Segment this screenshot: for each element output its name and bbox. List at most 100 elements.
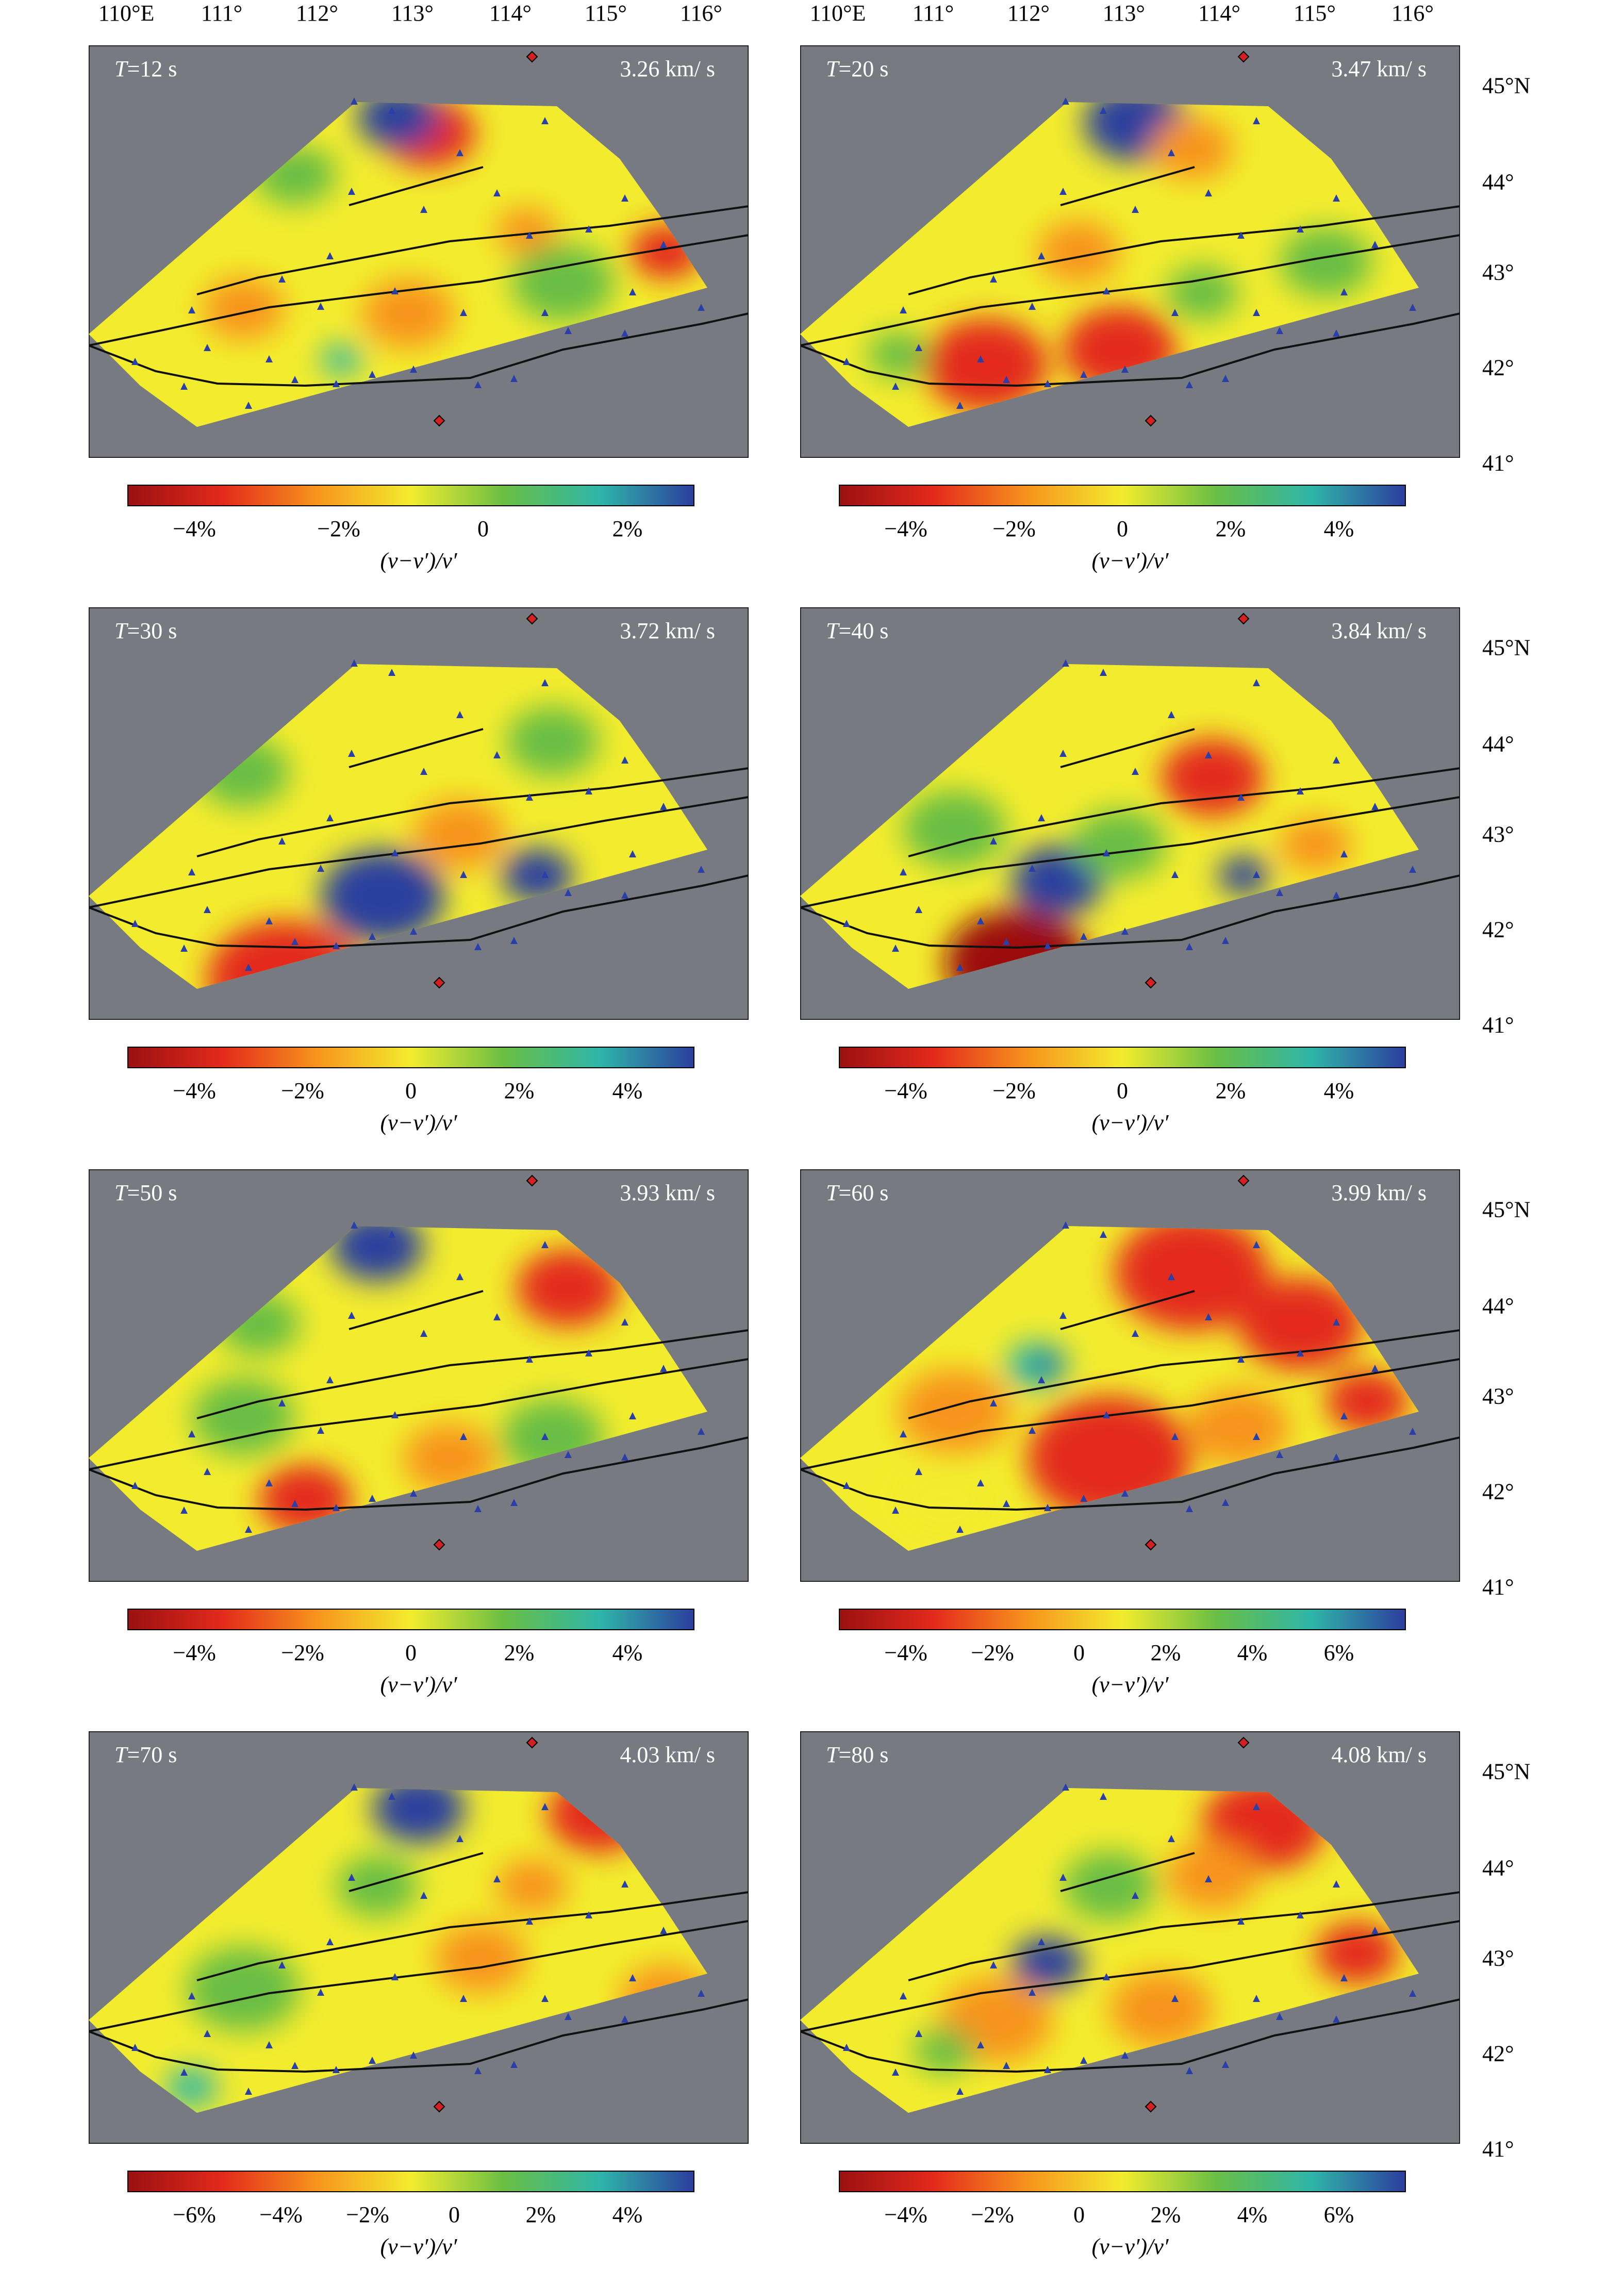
station-triangle-icon (565, 1451, 572, 1458)
map-panel-t70: T=70 s 4.03 km/ s (89, 1731, 749, 2144)
fault-line (196, 1891, 749, 1981)
colorbar-tick-label: 0 (477, 516, 489, 541)
station-triangle-icon (410, 2051, 417, 2059)
map-canvas (89, 1731, 749, 2144)
station-triangle-icon (333, 1504, 340, 1511)
station-triangle-icon (291, 938, 299, 945)
station-triangle-icon (420, 1892, 427, 1899)
station-triangle-icon (1003, 2062, 1010, 2069)
lat-label: 42° (1482, 917, 1514, 942)
lon-axis-right: 110°E 111° 112° 113° 114° 115° 116° (0, 0, 1624, 31)
diamond-marker-icon (1145, 977, 1157, 989)
anomaly-patch (321, 850, 444, 942)
station-triangle-icon (565, 327, 572, 334)
station-triangle-icon (1276, 2013, 1283, 2020)
colorbar-tick-label: 2% (612, 516, 643, 541)
reference-velocity-label: 4.08 km/ s (1331, 1742, 1427, 1767)
station-triangle-icon (1003, 938, 1010, 945)
diamond-marker-icon (1145, 2100, 1157, 2113)
station-triangle-icon (245, 2088, 252, 2095)
lon-label: 113° (391, 1, 434, 26)
station-triangle-icon (1253, 871, 1260, 878)
station-triangle-icon (977, 355, 984, 362)
anomaly-patch (898, 1369, 1012, 1454)
period-label: T=70 s (114, 1742, 177, 1768)
station-triangle-icon (892, 945, 899, 952)
station-triangle-icon (1044, 1504, 1051, 1511)
station-triangle-icon (660, 1927, 667, 1934)
station-triangle-icon (131, 358, 139, 365)
colorbar-tick-label: −4% (884, 1640, 927, 1665)
fault-line (800, 312, 1460, 387)
station-triangle-icon (1297, 787, 1304, 795)
colorbar-t20: −4% −2% 0 2% 4% (v−v′)/v′ (800, 485, 1460, 598)
station-triangle-icon (493, 1313, 501, 1320)
diamond-marker-icon (1145, 1538, 1157, 1551)
station-triangle-icon (510, 937, 518, 944)
station-triangle-icon (629, 1974, 636, 1981)
colorbar-t60: −4% −2% 0 2% 4% 6% (v−v′)/v′ (800, 1609, 1460, 1722)
station-triangle-icon (456, 1273, 463, 1280)
lat-label: 45°N (1482, 1197, 1531, 1222)
station-triangle-icon (1171, 309, 1179, 316)
station-triangle-icon (278, 837, 286, 845)
diamond-marker-icon (526, 1174, 538, 1187)
station-triangle-icon (348, 750, 355, 757)
diamond-marker-icon (1145, 415, 1157, 427)
anomaly-patch (357, 102, 439, 148)
anomaly-patch (192, 1378, 295, 1455)
station-triangle-icon (266, 1479, 273, 1486)
colorbar-tick-label: 0 (449, 2202, 460, 2227)
station-triangle-icon (410, 366, 417, 373)
colorbar-tick-label: 2% (504, 1640, 535, 1665)
station-triangle-icon (204, 906, 211, 913)
station-triangle-icon (266, 2041, 273, 2048)
period-symbol: T (826, 618, 839, 643)
map-panel-t80: T=80 s 4.08 km/ s (800, 1731, 1460, 2144)
map-panel-t30: T=30 s 3.72 km/ s (89, 607, 749, 1020)
station-triangle-icon (977, 917, 984, 924)
fault-line (196, 767, 749, 857)
station-triangle-icon (621, 1453, 628, 1461)
period-label: T=60 s (826, 1180, 888, 1206)
station-triangle-icon (1340, 1974, 1348, 1981)
fault-line (89, 796, 749, 908)
station-triangle-icon (541, 1803, 549, 1810)
station-triangle-icon (1237, 231, 1245, 239)
station-triangle-icon (510, 1499, 518, 1506)
station-triangle-icon (1003, 1500, 1010, 1507)
anomaly-patch (1073, 809, 1166, 880)
station-triangle-icon (541, 309, 549, 316)
period-value: =20 s (838, 56, 889, 81)
lat-label: 41° (1482, 2136, 1514, 2162)
colorbar-gradient (127, 2171, 694, 2192)
colorbar-t30: −4% −2% 0 2% 4% (v−v′)/v′ (89, 1047, 749, 1160)
station-triangle-icon (493, 751, 501, 758)
station-triangle-icon (1029, 1427, 1036, 1434)
colorbar-t50: −4% −2% 0 2% 4% (v−v′)/v′ (89, 1609, 749, 1722)
station-triangle-icon (1080, 933, 1087, 940)
station-triangle-icon (1371, 1927, 1379, 1934)
map-canvas (89, 45, 749, 458)
colorbar-title: (v−v′)/v′ (1091, 2234, 1169, 2259)
anomaly-patch (434, 1923, 527, 1993)
colorbar-tick-label: −2% (317, 516, 360, 541)
station-triangle-icon (131, 920, 139, 927)
station-triangle-icon (391, 849, 399, 856)
period-symbol: T (826, 1180, 839, 1205)
anomaly-patch (511, 244, 615, 321)
colorbar-title: (v−v′)/v′ (380, 1110, 457, 1135)
anomaly-patch (202, 277, 285, 339)
station-triangle-icon (131, 2044, 139, 2051)
station-triangle-icon (1340, 1412, 1348, 1419)
anomaly-patch (403, 1423, 496, 1493)
station-triangle-icon (1222, 1499, 1229, 1506)
station-triangle-icon (351, 1783, 358, 1791)
station-triangle-icon (977, 2041, 984, 2048)
station-triangle-icon (1103, 849, 1110, 856)
fault-line (89, 1998, 749, 2073)
station-triangle-icon (291, 2062, 299, 2069)
anomaly-patch (924, 319, 1048, 411)
period-label: T=30 s (114, 618, 177, 644)
colorbar-tick-label: −4% (173, 516, 216, 541)
